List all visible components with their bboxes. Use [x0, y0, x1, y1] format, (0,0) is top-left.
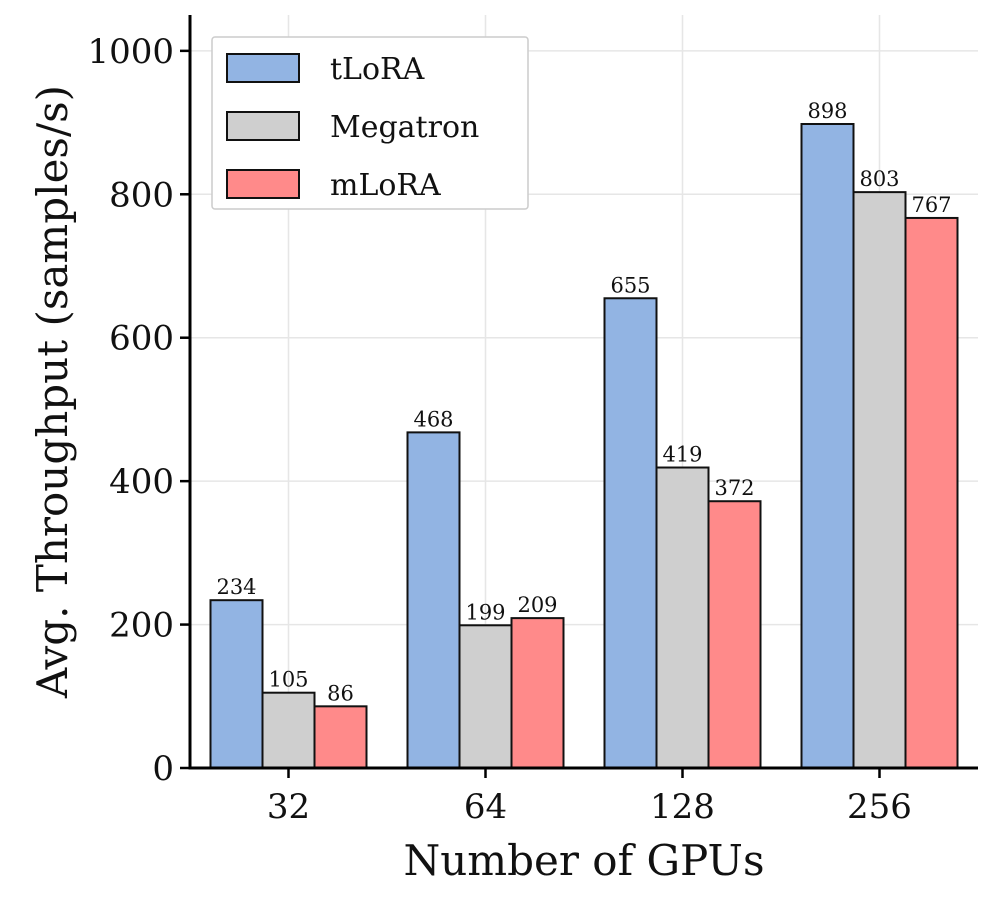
bar-megatron-256: [852, 191, 907, 770]
bar-value-labels: 234 105 86 468 199 209 655 419 372 898 803 767: [216, 99, 951, 705]
bar-value-label: 655: [610, 273, 650, 297]
bar-value-label: 803: [859, 167, 899, 191]
bar-value-label: 767: [911, 193, 951, 217]
legend-label-mlora: mLoRA: [330, 168, 441, 203]
y-tick-label: 800: [109, 175, 174, 215]
x-tick-label: 32: [267, 787, 310, 827]
legend-swatch-megatron: [226, 111, 300, 141]
bars: [209, 123, 959, 770]
y-tick-label: 200: [109, 606, 174, 646]
bar-tlora-64: [406, 431, 461, 769]
bar-value-label: 199: [465, 600, 505, 624]
bar-tlora-256: [800, 123, 855, 769]
bar-value-label: 372: [714, 476, 754, 500]
legend-swatch-mlora: [226, 169, 300, 199]
legend-label-tlora: tLoRA: [330, 52, 425, 87]
y-tick-label: 0: [152, 749, 174, 789]
y-tick-label: 600: [109, 319, 174, 359]
bar-mlora-32: [313, 705, 368, 770]
bar-value-label: 468: [413, 407, 453, 431]
x-tick-label: 128: [650, 787, 715, 827]
y-tick-label: 400: [109, 462, 174, 502]
x-axis-title: Number of GPUs: [404, 836, 765, 885]
y-tick-label: 1000: [87, 32, 174, 72]
bar-megatron-64: [458, 624, 513, 769]
bar-value-label: 209: [517, 593, 557, 617]
bar-value-label: 898: [807, 99, 847, 123]
bar-value-label: 234: [216, 575, 256, 599]
bar-mlora-64: [510, 617, 565, 769]
legend-label-megatron: Megatron: [330, 110, 479, 145]
x-tick-label: 256: [847, 787, 912, 827]
bar-megatron-128: [655, 466, 710, 769]
bar-value-label: 86: [327, 681, 354, 705]
legend-swatch-tlora: [226, 53, 300, 83]
bar-tlora-128: [603, 297, 658, 769]
bar-mlora-256: [904, 216, 959, 770]
bar-tlora-32: [209, 599, 264, 770]
bar-megatron-32: [261, 691, 316, 770]
y-axis-title: Avg. Throughput (samples/s): [28, 85, 77, 699]
bar-value-label: 419: [662, 443, 702, 467]
x-tick-label: 64: [464, 787, 507, 827]
legend: tLoRA Megatron mLoRA: [211, 36, 529, 210]
bar-mlora-128: [707, 500, 762, 769]
bar-value-label: 105: [268, 668, 308, 692]
axes: 0 200 400 600 800 1000 32 64 128 256: [87, 15, 978, 827]
